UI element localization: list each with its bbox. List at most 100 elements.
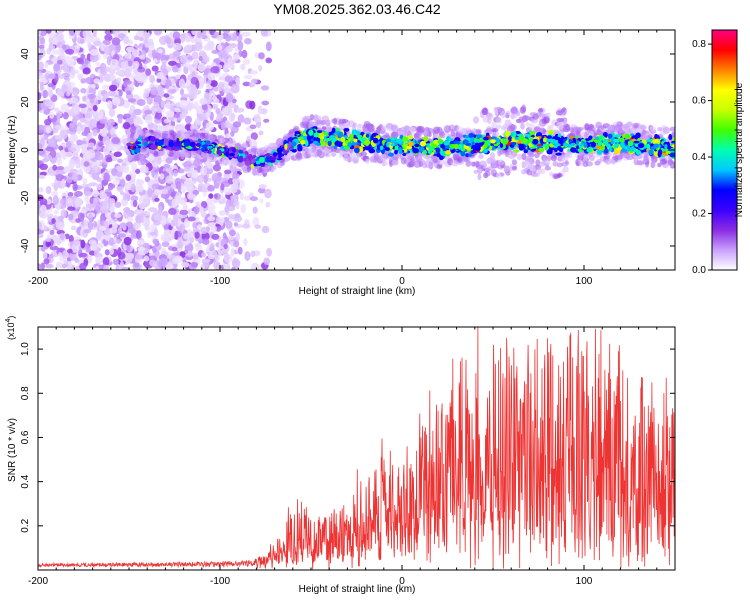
spectrogram-halo-cell — [544, 112, 551, 118]
spectrogram-cell — [97, 242, 105, 249]
spectrogram-cell — [124, 53, 130, 59]
spectrogram-cell — [133, 35, 140, 41]
spectrogram-cell — [215, 116, 222, 122]
spectrogram-cell — [185, 44, 193, 51]
spectrogram-cell — [111, 60, 116, 66]
spectrogram-halo-cell — [496, 172, 502, 179]
spectrogram-cell — [76, 125, 82, 135]
spectrogram-cell — [237, 246, 243, 255]
spectrogram-cell — [191, 51, 199, 60]
spectrogram-halo-cell — [507, 153, 515, 160]
spectrogram-cell — [230, 131, 235, 137]
spectrogram-cell — [56, 59, 63, 65]
spectrogram-cell — [126, 216, 134, 222]
spectrogram-cell — [95, 256, 105, 264]
spectrogram-cell — [107, 90, 117, 97]
spectrogram-cell — [111, 137, 120, 145]
spectrogram-cell — [186, 250, 193, 258]
spectrogram-cell — [40, 245, 46, 252]
spectrogram-cell — [158, 205, 163, 216]
spectrogram-cell — [143, 198, 150, 207]
spectrogram-halo-cell — [551, 154, 557, 162]
spectrogram-cell — [103, 264, 110, 270]
spectrogram-cell — [195, 216, 200, 223]
spectrogram-cell — [226, 205, 236, 212]
spectrogram-cell — [124, 67, 132, 77]
spectrogram-cell — [64, 151, 74, 158]
spectrogram-cell — [148, 45, 155, 51]
spectrogram-cell — [70, 225, 77, 231]
spectrogram-halo-cell — [320, 119, 327, 126]
spectrogram-halo-cell — [634, 124, 639, 129]
spectrogram-cell — [197, 62, 206, 72]
spectrogram-cell — [250, 132, 258, 141]
spectrogram-cell — [74, 190, 83, 197]
spectrogram-cell — [60, 54, 66, 60]
spectrogram-halo-cell — [338, 150, 343, 159]
spectrogram-halo-cell — [657, 126, 662, 132]
spectrogram-cell — [237, 40, 244, 51]
spectrogram-cell — [116, 186, 124, 192]
spectrogram-cell — [261, 225, 270, 234]
spectrogram-cell — [192, 254, 199, 260]
spectrogram-halo-cell — [481, 107, 489, 116]
spectrogram-cell — [210, 66, 220, 74]
spectrogram-halo-cell — [432, 126, 441, 134]
figure-title: YM08.2025.362.03.46.C42 — [273, 1, 441, 17]
spectrogram-cell — [99, 119, 107, 124]
spectrogram-cell — [141, 77, 147, 84]
spectrogram-cell — [196, 31, 202, 39]
spectrogram-cell — [139, 165, 149, 174]
spectrogram-cell — [157, 84, 163, 94]
spectrogram-cell — [120, 178, 126, 187]
spectrogram-halo-cell — [365, 158, 370, 165]
spectrogram-cell — [93, 165, 102, 173]
spectrogram-halo-cell — [510, 106, 519, 115]
spectrogram-halo-cell — [582, 161, 589, 168]
spectrogram-cell — [198, 50, 207, 58]
spectrogram-halo-cell — [390, 124, 397, 131]
spectrogram-halo-cell — [252, 168, 257, 176]
spectrogram-cell — [191, 30, 198, 36]
spectrogram-cell — [57, 215, 64, 222]
spectrogram-cell — [234, 213, 241, 219]
spectrogram-cell — [87, 142, 95, 148]
spectrogram-cell — [39, 174, 46, 180]
spectrogram-cell — [152, 58, 158, 63]
spectrogram-cell — [249, 70, 258, 75]
spectrogram-halo-cell — [552, 161, 559, 167]
spectrogram-halo-cell — [512, 165, 518, 171]
spectrogram-cell — [111, 155, 118, 162]
spectrogram-cell — [228, 229, 236, 237]
spectrogram-cell — [228, 177, 234, 185]
spectrogram-cell — [69, 168, 79, 174]
spectrogram-cell — [39, 37, 46, 44]
spectrogram-cell — [200, 167, 208, 176]
spectrogram-cell — [203, 44, 212, 51]
spectrogram-cell — [48, 225, 54, 230]
spectrogram-cell — [103, 46, 111, 55]
spectrogram-cell — [116, 147, 122, 153]
spectrogram-cell — [148, 259, 156, 267]
spectrogram-cell — [79, 38, 85, 45]
spectrogram-cell — [246, 135, 251, 142]
spectrogram-halo-cell — [223, 159, 230, 165]
spectrogram-cell — [138, 36, 144, 42]
spectrogram-cell — [250, 81, 256, 88]
spectrogram-cell — [123, 206, 131, 214]
spectrogram-cell — [223, 63, 229, 73]
spectrogram-cell — [81, 131, 89, 137]
spectrogram-cell — [117, 117, 123, 124]
spectrogram-halo-cell — [626, 155, 634, 161]
spectrogram-cell — [45, 146, 55, 152]
spectrogram-cell — [198, 55, 203, 62]
spectrogram-cell — [237, 114, 245, 124]
spectrogram-cell — [165, 110, 175, 118]
spectrogram-cell — [101, 84, 111, 90]
spectrogram-cell — [174, 255, 183, 263]
spectrogram-cell — [188, 64, 194, 73]
spectrogram-halo-cell — [457, 156, 463, 163]
spectrogram-cell — [241, 223, 251, 229]
spectrogram-cell — [57, 223, 65, 228]
spectrogram-cell — [264, 188, 272, 199]
